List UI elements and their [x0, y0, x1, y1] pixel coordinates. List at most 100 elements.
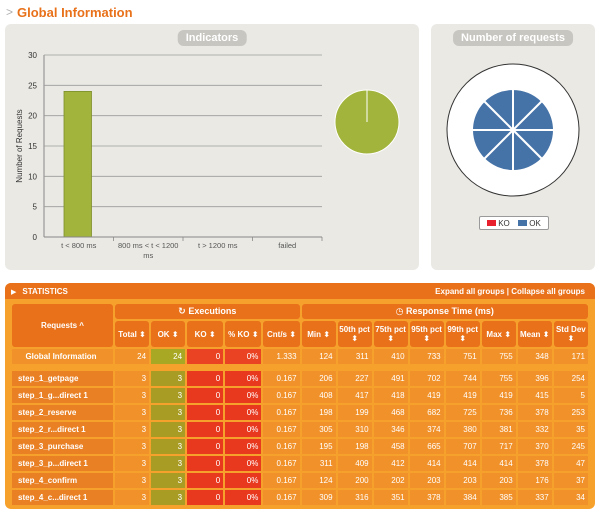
cell-mean: 348 — [517, 349, 552, 364]
col-requests[interactable]: Requests ^ — [12, 304, 114, 347]
legend-ok[interactable]: OK — [518, 219, 541, 228]
cell-total: 3 — [115, 473, 150, 488]
cell-p95: 374 — [409, 422, 444, 437]
cell-p75: 491 — [373, 371, 408, 386]
col-total[interactable]: Total ⬍ — [115, 321, 150, 347]
cell-ok: 3 — [151, 422, 186, 437]
cell-pct-ko: 0% — [225, 456, 262, 471]
cell-ok: 3 — [151, 490, 186, 505]
cell-p95: 702 — [409, 371, 444, 386]
cell-min: 195 — [301, 439, 336, 454]
cell-p75: 202 — [373, 473, 408, 488]
cell-ko: 0 — [187, 388, 224, 403]
cell-ko: 0 — [187, 490, 224, 505]
clock-icon: ◷ — [395, 306, 407, 316]
x-tick-label: t < 800 ms — [61, 241, 96, 250]
cell-name[interactable]: step_4_confirm — [12, 473, 114, 488]
cell-pct-ko: 0% — [225, 388, 262, 403]
cell-p50: 227 — [337, 371, 372, 386]
statistics-header: ▶ STATISTICS Expand all groups | Collapse… — [5, 283, 595, 299]
y-tick-label: 15 — [28, 142, 37, 151]
cell-pct-ko: 0% — [225, 422, 262, 437]
col-max[interactable]: Max ⬍ — [481, 321, 516, 347]
x-tick-label: 800 ms < t < 1200 — [118, 241, 178, 250]
cell-name[interactable]: step_2_r...direct 1 — [12, 422, 114, 437]
cell-ok: 3 — [151, 371, 186, 386]
cell-total: 3 — [115, 405, 150, 420]
page-title: > Global Information — [6, 4, 133, 20]
cell-p75: 410 — [373, 349, 408, 364]
cell-p95: 733 — [409, 349, 444, 364]
cell-cnt-s: 0.167 — [263, 473, 300, 488]
cell-ko: 0 — [187, 405, 224, 420]
chevron-right-icon: > — [6, 5, 14, 19]
group-executions: ↻ Executions — [115, 304, 300, 319]
col-std-dev[interactable]: Std Dev ⬍ — [553, 321, 588, 347]
statistics-panel: ▶ STATISTICS Expand all groups | Collapse… — [5, 283, 595, 509]
cell-p75: 351 — [373, 490, 408, 505]
cell-cnt-s: 0.167 — [263, 371, 300, 386]
col-min[interactable]: Min ⬍ — [301, 321, 336, 347]
col-pct-ko[interactable]: % KO ⬍ — [225, 321, 262, 347]
cell-name[interactable]: step_2_reserve — [12, 405, 114, 420]
cell-max: 381 — [481, 422, 516, 437]
indicators-title: Indicators — [177, 30, 247, 46]
cell-pct-ko: 0% — [225, 349, 262, 364]
cell-std-dev: 245 — [553, 439, 588, 454]
cell-name[interactable]: step_4_c...direct 1 — [12, 490, 114, 505]
cell-p95: 665 — [409, 439, 444, 454]
y-tick-label: 30 — [28, 51, 37, 60]
y-tick-label: 10 — [28, 172, 37, 181]
cell-name[interactable]: step_1_g...direct 1 — [12, 388, 114, 403]
x-tick-label: failed — [278, 241, 296, 250]
table-row: step_3_purchase 3 3 0 0% 0.167 195 198 458 665 707… — [12, 439, 588, 454]
col-99th[interactable]: 99th pct ⬍ — [445, 321, 480, 347]
cell-p99: 380 — [445, 422, 480, 437]
separator-cell — [12, 366, 588, 369]
collapse-all-groups-link[interactable]: Collapse all groups — [511, 286, 585, 296]
col-mean[interactable]: Mean ⬍ — [517, 321, 552, 347]
cell-max: 203 — [481, 473, 516, 488]
cell-name[interactable]: step_3_purchase — [12, 439, 114, 454]
expand-all-groups-link[interactable]: Expand all groups — [435, 286, 505, 296]
cell-pct-ko: 0% — [225, 490, 262, 505]
col-50th[interactable]: 50th pct ⬍ — [337, 321, 372, 347]
triangle-right-icon: ▶ — [11, 288, 17, 296]
cell-p99: 419 — [445, 388, 480, 403]
cell-p95: 682 — [409, 405, 444, 420]
cell-total: 3 — [115, 371, 150, 386]
x-tick-label: t > 1200 ms — [198, 241, 238, 250]
cell-min: 311 — [301, 456, 336, 471]
cell-min: 309 — [301, 490, 336, 505]
col-ok[interactable]: OK ⬍ — [151, 321, 186, 347]
cell-name[interactable]: step_1_getpage — [12, 371, 114, 386]
legend-ko[interactable]: KO — [487, 219, 510, 228]
cell-cnt-s: 0.167 — [263, 439, 300, 454]
col-95th[interactable]: 95th pct ⬍ — [409, 321, 444, 347]
cell-p50: 316 — [337, 490, 372, 505]
cell-max: 419 — [481, 388, 516, 403]
table-row: step_2_r...direct 1 3 3 0 0% 0.167 305 310 346 37… — [12, 422, 588, 437]
cell-ko: 0 — [187, 422, 224, 437]
cell-cnt-s: 0.167 — [263, 388, 300, 403]
statistics-toggle[interactable]: ▶ STATISTICS — [11, 286, 68, 296]
cell-p50: 199 — [337, 405, 372, 420]
cell-ko: 0 — [187, 473, 224, 488]
col-ko[interactable]: KO ⬍ — [187, 321, 224, 347]
cell-max: 736 — [481, 405, 516, 420]
cell-p50: 200 — [337, 473, 372, 488]
table-row: step_2_reserve 3 3 0 0% 0.167 198 199 468 682 725 7… — [12, 405, 588, 420]
cell-p50: 310 — [337, 422, 372, 437]
cell-mean: 176 — [517, 473, 552, 488]
cell-p99: 744 — [445, 371, 480, 386]
requests-title: Number of requests — [453, 30, 573, 46]
cell-pct-ko: 0% — [225, 473, 262, 488]
cell-std-dev: 171 — [553, 349, 588, 364]
col-75th[interactable]: 75th pct ⬍ — [373, 321, 408, 347]
table-row: step_4_c...direct 1 3 3 0 0% 0.167 309 316 351 37… — [12, 490, 588, 505]
cell-name[interactable]: step_3_p...direct 1 — [12, 456, 114, 471]
global-row: Global Information 24 24 0 0% 1.333 124 311 410 7… — [12, 349, 588, 364]
col-cnt-s[interactable]: Cnt/s ⬍ — [263, 321, 300, 347]
cell-p99: 384 — [445, 490, 480, 505]
cell-p95: 414 — [409, 456, 444, 471]
